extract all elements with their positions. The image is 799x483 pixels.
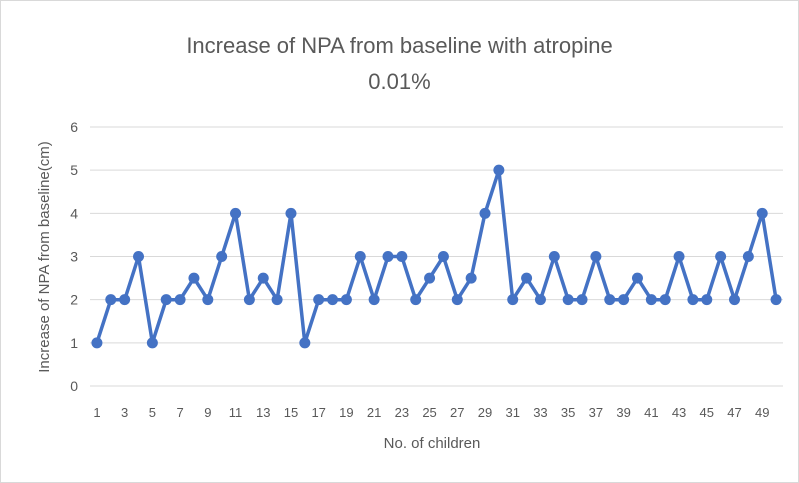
x-tick-label: 37 bbox=[589, 405, 603, 420]
x-axis-label: No. of children bbox=[384, 435, 481, 452]
y-tick-label: 6 bbox=[70, 119, 78, 135]
x-tick-label: 47 bbox=[727, 405, 741, 420]
data-point bbox=[659, 294, 671, 306]
x-tick-label: 35 bbox=[561, 405, 575, 420]
data-point bbox=[548, 251, 560, 262]
data-point bbox=[687, 294, 699, 306]
data-point bbox=[313, 294, 325, 306]
data-point bbox=[174, 294, 186, 306]
data-point bbox=[368, 294, 380, 306]
data-point bbox=[465, 272, 477, 284]
data-point bbox=[437, 251, 449, 262]
data-point bbox=[645, 294, 657, 306]
data-point bbox=[133, 251, 145, 262]
data-point bbox=[340, 294, 352, 306]
x-tick-label: 43 bbox=[672, 405, 686, 420]
data-point bbox=[507, 294, 519, 306]
data-point bbox=[271, 294, 283, 306]
y-tick-label: 0 bbox=[70, 378, 78, 394]
x-tick-label: 13 bbox=[256, 405, 270, 420]
y-axis-ticks: 0 1 2 3 4 5 6 bbox=[70, 119, 78, 394]
y-tick-label: 5 bbox=[70, 162, 78, 178]
data-point bbox=[243, 294, 255, 306]
x-tick-label: 39 bbox=[616, 405, 630, 420]
x-tick-label: 41 bbox=[644, 405, 658, 420]
data-point bbox=[396, 251, 408, 262]
x-tick-label: 15 bbox=[284, 405, 298, 420]
data-point bbox=[479, 207, 491, 219]
data-point bbox=[382, 251, 394, 262]
data-point bbox=[299, 337, 311, 349]
data-point bbox=[576, 294, 588, 306]
chart-title-line2: 0.01% bbox=[368, 69, 431, 94]
data-point bbox=[756, 207, 768, 219]
data-point bbox=[715, 251, 727, 262]
data-point bbox=[160, 294, 172, 306]
data-point bbox=[493, 164, 505, 176]
data-point bbox=[91, 337, 103, 349]
x-tick-label: 17 bbox=[311, 405, 325, 420]
x-tick-label: 3 bbox=[121, 405, 128, 420]
x-tick-label: 49 bbox=[755, 405, 769, 420]
data-point bbox=[728, 294, 740, 306]
series-points bbox=[91, 164, 782, 349]
x-tick-label: 23 bbox=[395, 405, 409, 420]
data-point bbox=[562, 294, 574, 306]
x-axis-ticks: 1 3 5 7 9 11 13 15 17 19 21 23 25 27 29 31 33 35 37 39 41 43 4… bbox=[93, 405, 769, 420]
data-point bbox=[534, 294, 546, 306]
x-tick-label: 31 bbox=[505, 405, 519, 420]
x-tick-label: 27 bbox=[450, 405, 464, 420]
data-point bbox=[618, 294, 630, 306]
x-tick-label: 33 bbox=[533, 405, 547, 420]
data-point bbox=[770, 294, 782, 306]
data-point bbox=[257, 272, 269, 284]
data-point bbox=[631, 272, 643, 284]
data-point bbox=[424, 272, 436, 284]
data-point bbox=[230, 207, 242, 219]
data-point bbox=[701, 294, 713, 306]
x-tick-label: 7 bbox=[176, 405, 183, 420]
y-tick-label: 4 bbox=[70, 205, 78, 221]
y-axis-label: Increase of NPA from baseline(cm) bbox=[36, 141, 53, 372]
data-point bbox=[451, 294, 463, 306]
data-point bbox=[410, 294, 422, 306]
x-tick-label: 19 bbox=[339, 405, 353, 420]
x-tick-label: 1 bbox=[93, 405, 100, 420]
x-tick-label: 21 bbox=[367, 405, 381, 420]
x-tick-label: 9 bbox=[204, 405, 211, 420]
data-point bbox=[119, 294, 131, 306]
data-point bbox=[202, 294, 214, 306]
data-point bbox=[742, 251, 754, 262]
data-point bbox=[105, 294, 117, 306]
data-point bbox=[327, 294, 339, 306]
y-tick-label: 2 bbox=[70, 292, 78, 308]
x-tick-label: 25 bbox=[422, 405, 436, 420]
x-tick-label: 11 bbox=[229, 405, 243, 420]
data-point bbox=[146, 337, 158, 349]
data-point bbox=[216, 251, 228, 262]
x-tick-label: 45 bbox=[700, 405, 714, 420]
data-point bbox=[521, 272, 533, 284]
data-point bbox=[590, 251, 602, 262]
data-point bbox=[604, 294, 616, 306]
y-tick-label: 1 bbox=[70, 335, 78, 351]
x-tick-label: 29 bbox=[478, 405, 492, 420]
data-point bbox=[673, 251, 685, 262]
data-point bbox=[285, 207, 297, 219]
x-tick-label: 5 bbox=[149, 405, 156, 420]
data-point bbox=[188, 272, 200, 284]
chart-title: Increase of NPA from baseline with atrop… bbox=[186, 33, 613, 58]
y-tick-label: 3 bbox=[70, 249, 78, 265]
data-point bbox=[354, 251, 366, 262]
